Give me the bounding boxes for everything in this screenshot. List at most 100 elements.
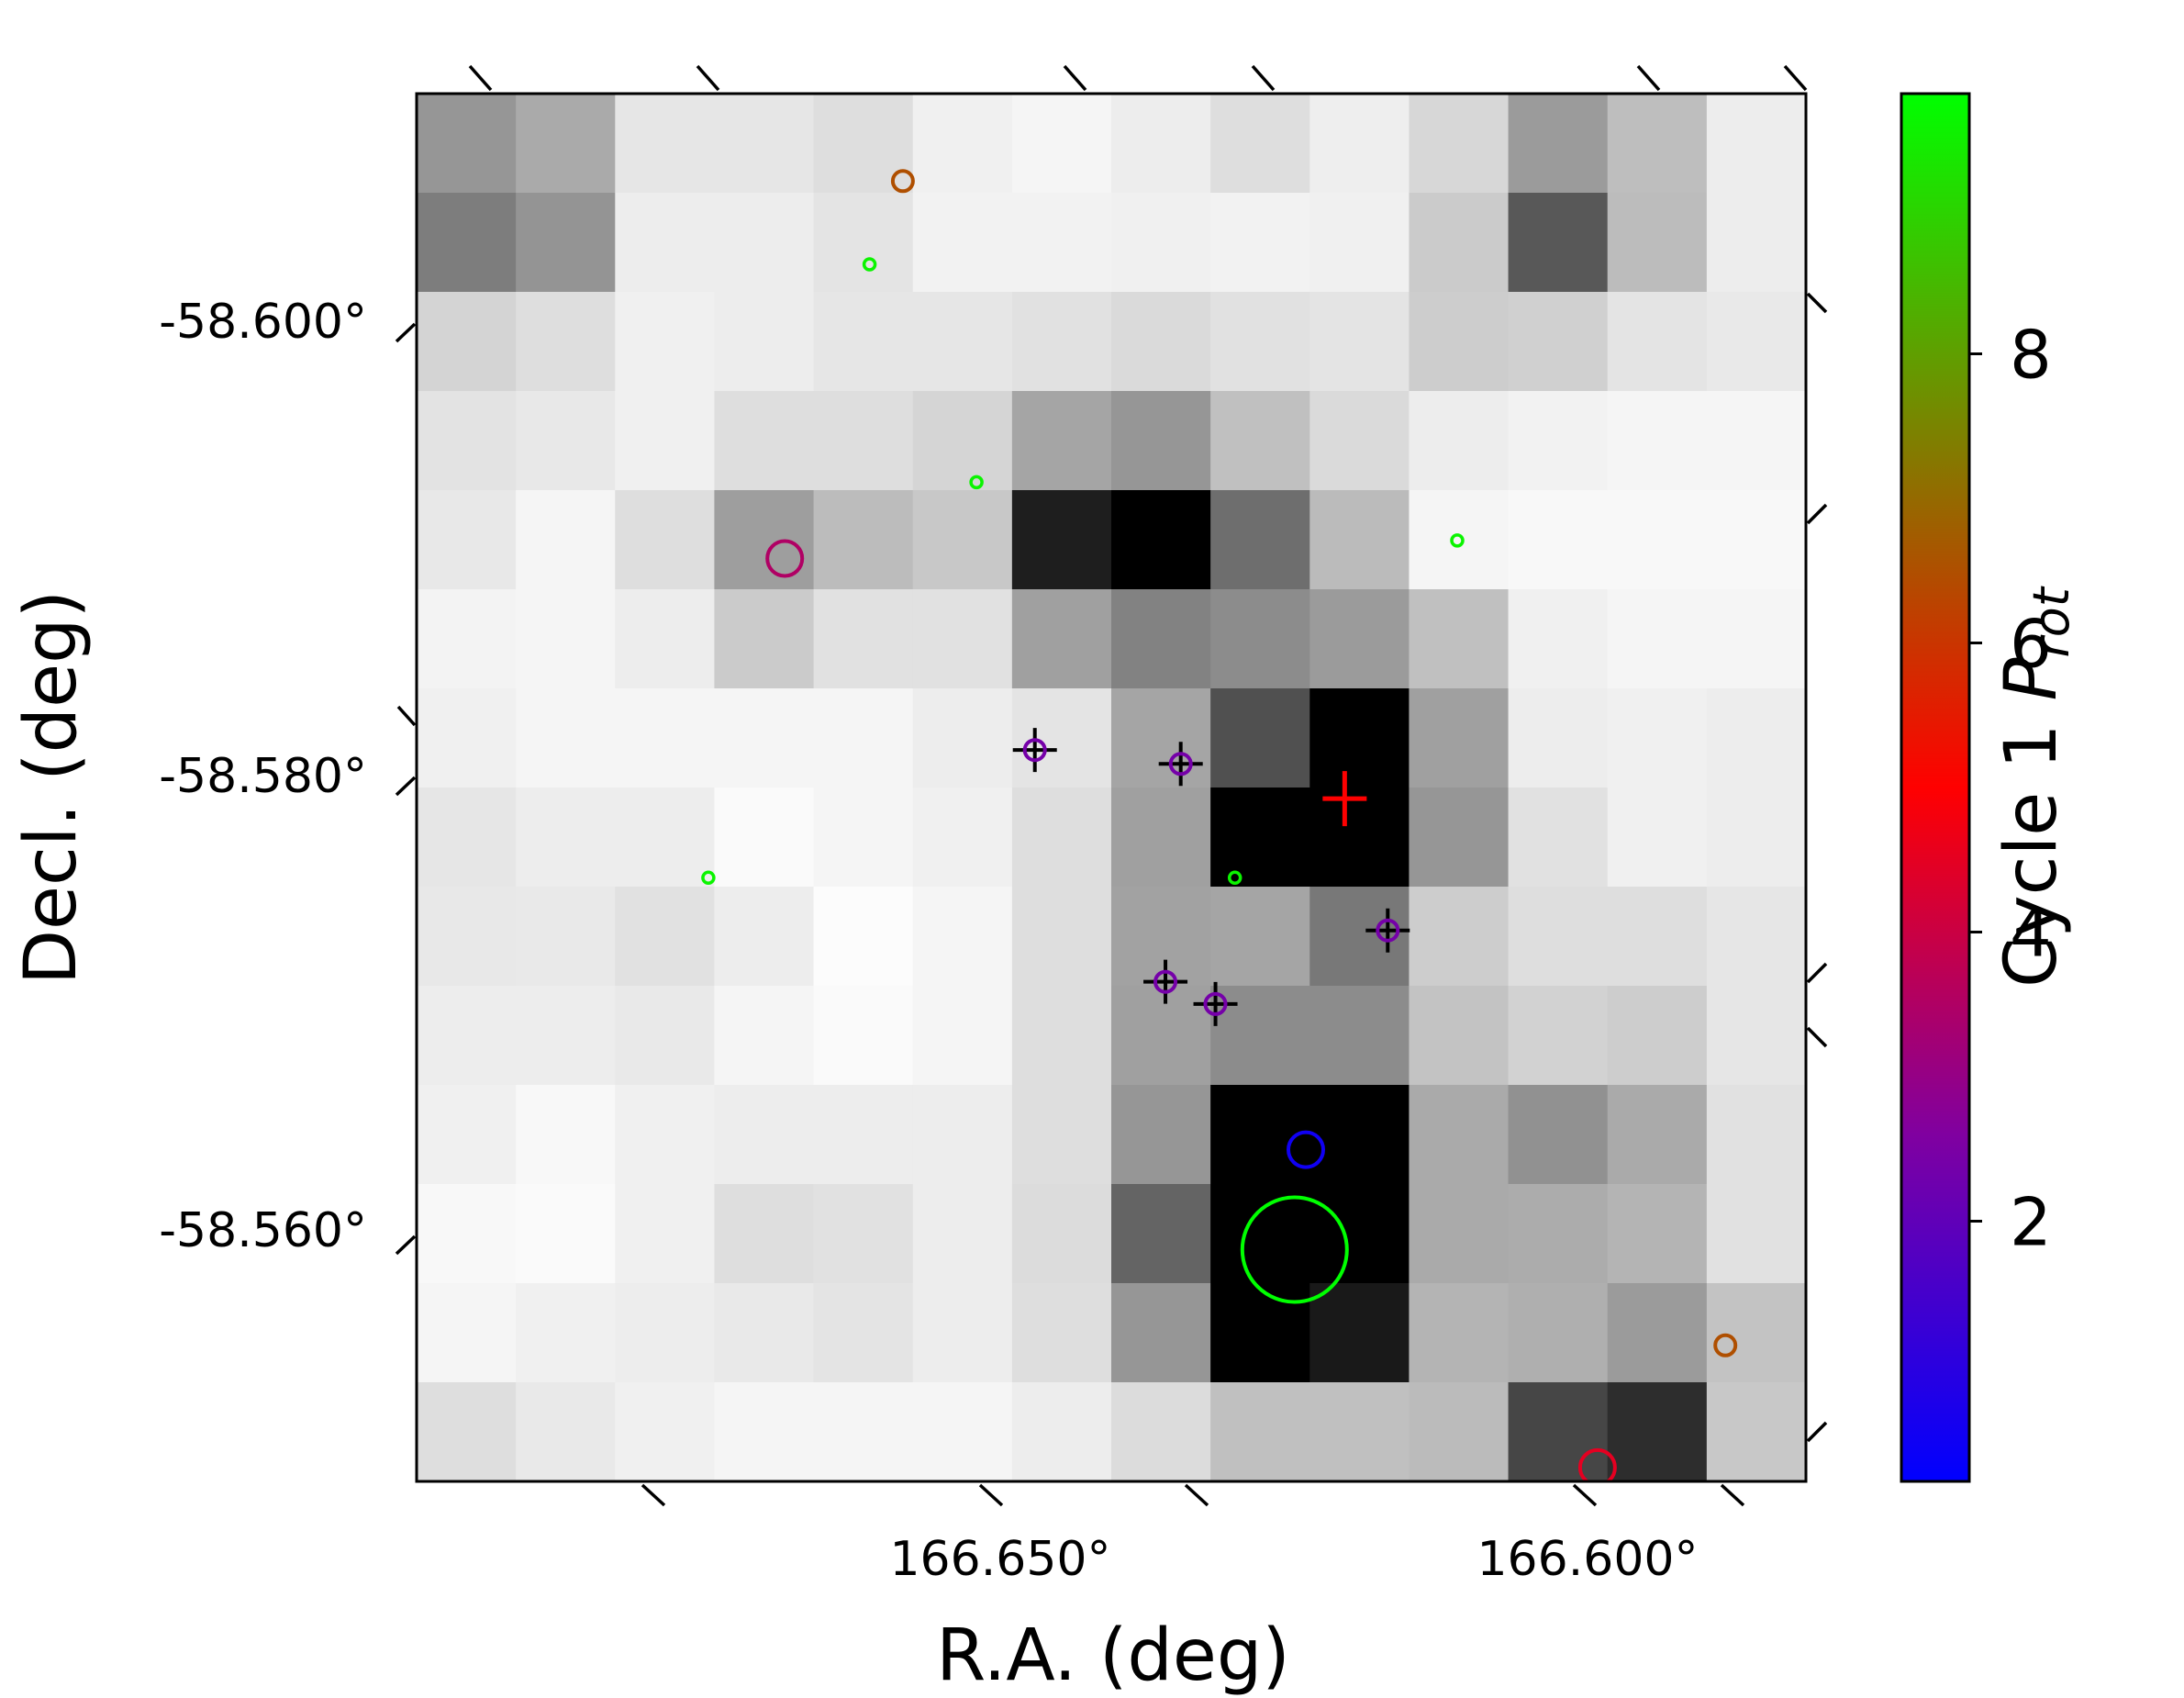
pixel-cell xyxy=(1409,986,1510,1086)
pixel-cell xyxy=(1111,391,1211,491)
source-circle xyxy=(1450,533,1465,548)
pixel-cell xyxy=(1210,1382,1310,1482)
pixel-cell xyxy=(1508,490,1609,590)
pixel-cell xyxy=(714,490,815,590)
source-circle xyxy=(890,169,915,194)
pixel-cell xyxy=(1607,391,1708,491)
pixel-cell xyxy=(912,391,1013,491)
pixel-cell xyxy=(912,292,1013,392)
pixel-cell xyxy=(516,193,616,293)
pixel-cell xyxy=(1309,94,1410,194)
x-tick-label-0: 166.650° xyxy=(889,1532,1110,1587)
pixel-cell xyxy=(714,1085,815,1185)
pixel-cell xyxy=(615,1283,716,1383)
pixel-cell xyxy=(1508,986,1609,1086)
colorbar xyxy=(1900,92,1971,1483)
colorbar-tick-label: 2 xyxy=(2010,1184,2052,1261)
colorbar-label-subscript: rot xyxy=(2022,586,2080,657)
source-markers xyxy=(701,169,1738,1481)
pixel-cell xyxy=(615,391,716,491)
source-circle xyxy=(1240,1195,1349,1304)
pixel-cell xyxy=(1210,688,1310,788)
pixel-cell xyxy=(417,986,517,1086)
pixel-cell xyxy=(1011,490,1112,590)
pixel-cell xyxy=(516,1382,616,1482)
pixel-cell xyxy=(1706,193,1807,293)
pixel-cell xyxy=(1409,589,1510,689)
pixel-cell xyxy=(1706,1283,1807,1383)
pixel-cell xyxy=(417,292,517,392)
pixel-cell xyxy=(1607,1382,1708,1482)
pixel-cell xyxy=(1706,292,1807,392)
pixel-cell xyxy=(417,1184,517,1284)
colorbar-tick-label: 6 xyxy=(2010,606,2052,683)
source-circle xyxy=(1287,1130,1325,1169)
pixel-cell xyxy=(615,490,716,590)
pixel-cell xyxy=(1111,193,1211,293)
pixel-cell xyxy=(1508,589,1609,689)
pixel-cell xyxy=(1409,1382,1510,1482)
source-circle xyxy=(1203,991,1228,1016)
pixel-cell xyxy=(1210,1085,1310,1185)
pixel-cell xyxy=(417,688,517,788)
pixel-cell xyxy=(1409,1184,1510,1284)
pixel-cell xyxy=(714,1382,815,1482)
pixel-cell xyxy=(912,688,1013,788)
pixel-cell xyxy=(417,1382,517,1482)
colorbar-label-symbol: P xyxy=(1990,657,2073,700)
pixel-cell xyxy=(1309,1184,1410,1284)
pixel-cell xyxy=(1409,193,1510,293)
pixel-cell xyxy=(1111,788,1211,888)
pixel-cell xyxy=(1409,1085,1510,1185)
pixel-cell xyxy=(1111,1382,1211,1482)
pixel-cell xyxy=(912,589,1013,689)
pixel-cell xyxy=(1309,1283,1410,1383)
pixel-cell xyxy=(1111,887,1211,987)
pixel-cell xyxy=(1309,589,1410,689)
pixel-cell xyxy=(1111,1184,1211,1284)
pixel-cell xyxy=(1210,1184,1310,1284)
pixel-cell xyxy=(1111,94,1211,194)
pixel-cell xyxy=(1706,887,1807,987)
pixel-cell xyxy=(1309,986,1410,1086)
pixel-cell xyxy=(714,688,815,788)
pixel-cell xyxy=(912,1184,1013,1284)
pixel-cell xyxy=(417,788,517,888)
source-circle xyxy=(1168,752,1193,776)
pixel-cell xyxy=(813,490,914,590)
source-circle xyxy=(701,870,716,886)
pixel-cell xyxy=(1210,391,1310,491)
pixel-cell xyxy=(1607,193,1708,293)
source-circle xyxy=(862,257,877,272)
colorbar-ticks: 2 4 6 8 xyxy=(1969,317,2052,1261)
pixel-cell xyxy=(1409,490,1510,590)
pixel-cell xyxy=(813,1085,914,1185)
pixel-cell xyxy=(417,1085,517,1185)
axis-tick-marks xyxy=(395,64,1828,1507)
y-tick-label-2: -58.560° xyxy=(159,1203,367,1258)
pixel-cell xyxy=(1210,788,1310,888)
pixel-cell xyxy=(1210,490,1310,590)
pixel-cell xyxy=(1011,193,1112,293)
pixel-cell xyxy=(813,391,914,491)
colorbar-tick-label: 4 xyxy=(2010,895,2052,972)
pixel-cell xyxy=(615,788,716,888)
pixel-cell xyxy=(1607,1184,1708,1284)
pixel-cell xyxy=(714,788,815,888)
pixel-cell xyxy=(1111,1283,1211,1383)
pixel-cell xyxy=(1706,391,1807,491)
pixel-cell xyxy=(1210,1283,1310,1383)
pixel-cell xyxy=(516,688,616,788)
pixel-cell xyxy=(1309,490,1410,590)
pixel-cell xyxy=(1409,688,1510,788)
pixel-cell xyxy=(417,589,517,689)
pixel-cell xyxy=(615,986,716,1086)
pixel-cell xyxy=(813,1283,914,1383)
y-tick-label-0: -58.600° xyxy=(159,295,367,350)
pixel-cell xyxy=(615,1184,716,1284)
pixel-cell xyxy=(516,788,616,888)
pixel-cell xyxy=(615,589,716,689)
pixel-cell xyxy=(1309,1382,1410,1482)
pixel-cell xyxy=(1210,94,1310,194)
